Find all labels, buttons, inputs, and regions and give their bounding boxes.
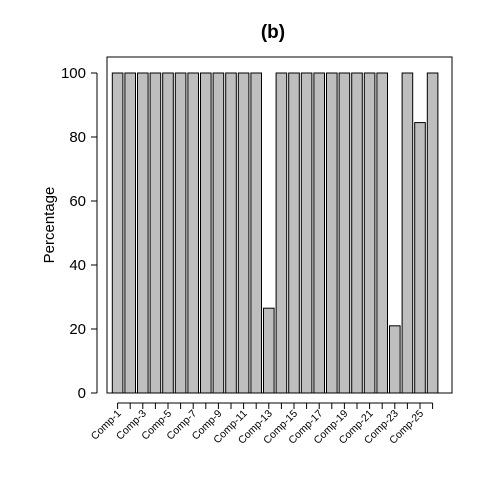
bars-group — [111, 72, 439, 394]
bar-comp-2 — [124, 72, 137, 394]
y-axis: 0 20 40 60 80 100 — [61, 65, 98, 402]
bar-comp-23 — [389, 325, 401, 394]
bar-comp-20 — [351, 72, 363, 394]
bar-comp-13 — [263, 307, 275, 394]
bar-comp-12 — [250, 72, 262, 394]
y-tick-label: 100 — [61, 65, 86, 82]
bar-comp-6 — [174, 72, 187, 394]
bar-comp-9 — [212, 72, 225, 394]
bar-comp-25 — [414, 122, 426, 394]
y-tick-label: 60 — [69, 193, 86, 210]
bar-comp-7 — [187, 72, 199, 394]
bar-comp-17 — [313, 72, 325, 394]
bar-comp-26 — [426, 72, 439, 394]
bar-comp-19 — [338, 72, 351, 394]
y-tick-label: 80 — [69, 129, 86, 146]
bar-comp-3 — [137, 72, 149, 394]
bar-comp-18 — [326, 72, 338, 394]
bar-comp-1 — [111, 72, 124, 394]
x-axis: Comp-1Comp-3Comp-5Comp-7Comp-9Comp-11Com… — [89, 402, 434, 447]
bar-comp-21 — [363, 72, 376, 394]
bar-comp-16 — [300, 72, 313, 394]
bar-comp-24 — [401, 72, 414, 394]
chart-title: (b) — [261, 22, 285, 43]
bar-comp-8 — [200, 72, 212, 394]
bar-comp-10 — [225, 72, 237, 394]
y-tick-label: 20 — [69, 321, 86, 338]
bar-comp-11 — [237, 72, 250, 394]
bar-comp-4 — [149, 72, 162, 394]
bar-comp-5 — [162, 72, 174, 394]
bar-comp-14 — [275, 72, 288, 394]
bar-comp-22 — [376, 72, 388, 394]
y-axis-label: Percentage — [41, 187, 58, 264]
y-tick-label: 0 — [78, 385, 86, 402]
y-tick-label: 40 — [69, 257, 86, 274]
bar-comp-15 — [288, 72, 300, 394]
